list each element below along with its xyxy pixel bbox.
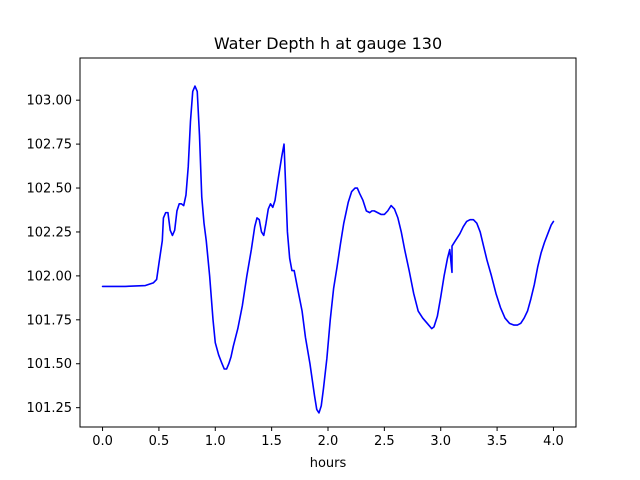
y-tick-label: 102.50 — [27, 182, 73, 197]
y-axis-ticks: 101.25 101.50 101.75 102.00 102.25 102.50 102.… — [27, 94, 80, 416]
x-tick-label: 4.0 — [543, 434, 564, 449]
x-tick-label: 0.5 — [149, 434, 170, 449]
x-tick-label: 0.0 — [92, 434, 113, 449]
series-line — [101, 85, 555, 414]
y-tick-label: 102.75 — [27, 138, 73, 153]
x-tick-label: 1.0 — [205, 434, 226, 449]
y-tick-label: 102.25 — [27, 225, 73, 240]
x-tick-label: 3.0 — [430, 434, 451, 449]
x-tick-label: 2.5 — [374, 434, 395, 449]
x-axis-label: hours — [310, 456, 347, 471]
y-tick-label: 102.00 — [27, 269, 73, 284]
plot-content — [101, 85, 555, 414]
y-tick-label: 103.00 — [27, 94, 73, 109]
y-tick-label: 101.75 — [27, 313, 73, 328]
y-tick-label: 101.25 — [27, 401, 73, 416]
x-axis-ticks: 0.0 0.5 1.0 1.5 2.0 2.5 3.0 3.5 4.0 — [92, 427, 564, 449]
y-tick-label: 101.50 — [27, 357, 73, 372]
plot-frame — [79, 57, 577, 428]
x-tick-label: 2.0 — [318, 434, 339, 449]
chart-title: Water Depth h at gauge 130 — [214, 34, 442, 53]
x-tick-label: 3.5 — [487, 434, 508, 449]
x-tick-label: 1.5 — [261, 434, 282, 449]
